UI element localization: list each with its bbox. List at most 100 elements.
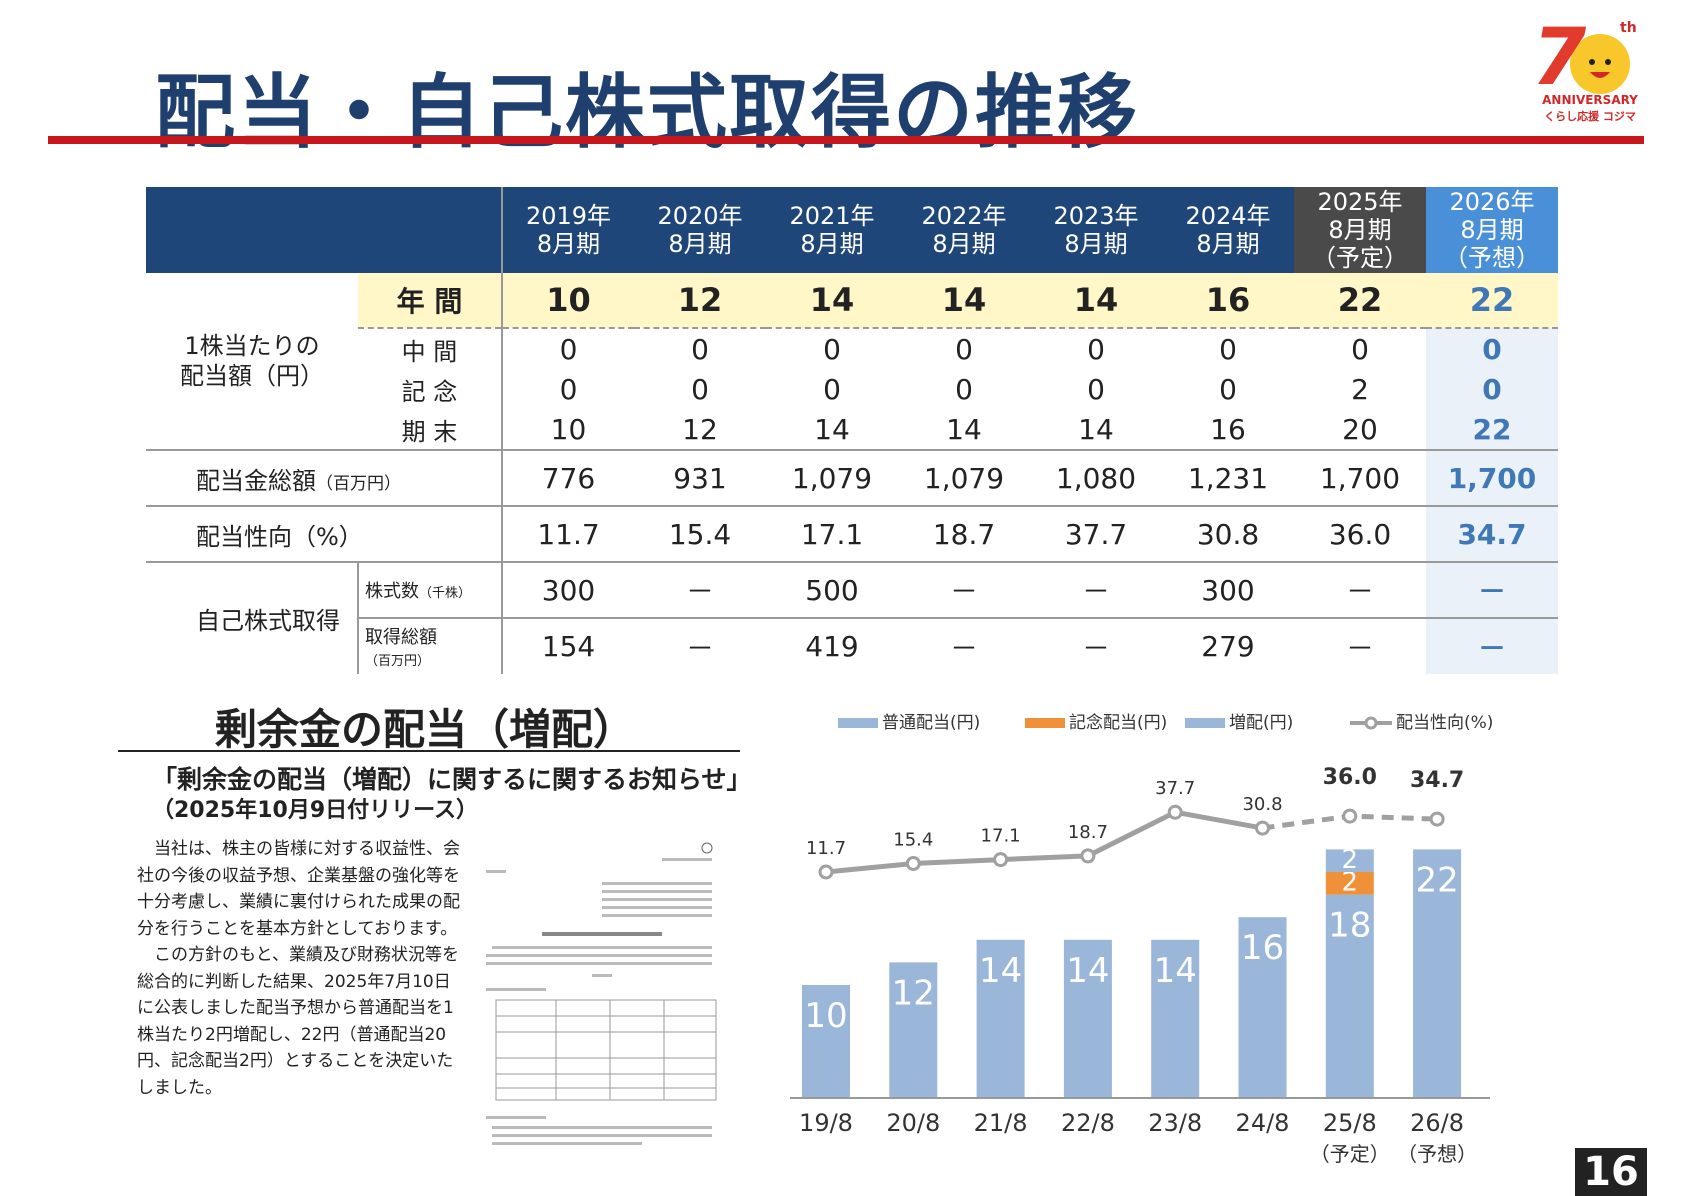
payout-point <box>993 852 1009 868</box>
interim-value: 0 <box>691 332 709 366</box>
interim-value: 0 <box>501 328 634 369</box>
interim-label: 中 間 <box>401 337 458 366</box>
body-paragraph: この方針のもと、業績及び財務状況等を総合的に判断した結果、2025年7月10日に… <box>137 945 459 1098</box>
payout-point <box>1429 811 1445 827</box>
bar-segment <box>1325 894 1374 1098</box>
payout-value: 34.7 <box>1426 506 1558 562</box>
dividend-table: 2019年 8月期 2020年 8月期 2021年 8月期 2022年 8月期 … <box>146 187 1558 674</box>
chart-legend: 普通配当(円) 記念配当(円) 増配(円) 配当性向(%) <box>838 712 1493 733</box>
shares-value: － <box>1345 575 1374 608</box>
per-share-label: 1株当たりの 配当額（円） <box>146 273 358 450</box>
total-value: 1,079 <box>791 461 873 495</box>
payout-point <box>1080 848 1096 864</box>
logo-seven: 7 <box>1532 14 1587 103</box>
shares-value: － <box>949 575 978 608</box>
legend-marker <box>1364 716 1378 730</box>
x-tick-label: 25/8 <box>1323 1109 1377 1137</box>
total-value: 1,700 <box>1319 461 1401 495</box>
bar-label: 14 <box>1066 951 1109 991</box>
interim-value: 0 <box>1426 328 1558 369</box>
year-header: 2022年 8月期 <box>898 187 1030 273</box>
payout-label: 17.1 <box>981 826 1021 847</box>
commemorative-value: 0 <box>1426 369 1558 409</box>
annual-value: 12 <box>634 273 766 329</box>
x-tick-label: 24/8 <box>1236 1109 1290 1137</box>
payout-label: 37.7 <box>1155 778 1195 799</box>
amount-value: 419 <box>805 630 859 663</box>
annual-value: 14 <box>766 273 898 329</box>
x-tick-label: 23/8 <box>1148 1109 1202 1137</box>
legend-label: 記念配当(円) <box>1069 712 1167 733</box>
payout-value: 17.1 <box>800 517 864 551</box>
payout-label: 18.7 <box>1068 822 1108 843</box>
bar-segment <box>1238 917 1287 1098</box>
sun-icon <box>1570 34 1630 94</box>
yearend-value: 14 <box>946 412 982 446</box>
payout-value: 11.7 <box>501 506 634 562</box>
commemorative-value: 0 <box>691 372 709 406</box>
bar-label: 10 <box>804 996 847 1036</box>
payout-label: 30.8 <box>1242 794 1282 815</box>
yearend-value: 22 <box>1426 409 1558 450</box>
yearend-value: 10 <box>501 409 634 450</box>
bar-segment <box>1063 939 1112 1098</box>
x-tick-label: 19/8 <box>799 1109 853 1137</box>
commemorative-value: 2 <box>1351 372 1369 406</box>
shares-value: － <box>685 575 714 608</box>
amount-value: － <box>1426 618 1558 674</box>
payout-row: 配当性向（%） 11.7 15.4 17.1 18.7 37.7 30.8 36… <box>146 506 1558 562</box>
x-tick-note: （予定） <box>1310 1142 1390 1166</box>
payout-label: 11.7 <box>806 838 846 859</box>
interim-value: 0 <box>1087 332 1105 366</box>
amount-row: 取得総額（百万円） 154 － 419 － － 279 － － <box>146 618 1558 674</box>
shares-value: － <box>1426 562 1558 618</box>
bar-segment <box>802 985 850 1098</box>
yearend-value: 14 <box>1078 412 1114 446</box>
header-row: 2019年 8月期 2020年 8月期 2021年 8月期 2022年 8月期 … <box>146 187 1558 273</box>
title-underline <box>48 136 1644 144</box>
bar-label: 12 <box>892 973 935 1013</box>
bar-segment <box>1413 849 1462 1098</box>
bar-segment <box>1151 939 1200 1098</box>
commemorative-value: 0 <box>501 369 634 409</box>
shares-value: － <box>1081 575 1110 608</box>
shares-label: 株式数（千株） <box>365 581 472 602</box>
body-text: 当社は、株主の皆様に対する収益性、会社の今後の収益予想、企業基盤の強化等を十分考… <box>137 836 467 1101</box>
page-number: 16 <box>1575 1148 1647 1196</box>
payout-value: 18.7 <box>932 517 996 551</box>
amount-value: － <box>949 631 978 665</box>
interim-value: 0 <box>1219 332 1237 366</box>
x-tick-note: （予想） <box>1397 1142 1477 1166</box>
payout-point <box>905 855 921 871</box>
payout-point <box>1167 804 1183 820</box>
bar-label: 22 <box>1415 860 1458 900</box>
annual-value: 22 <box>1426 273 1558 329</box>
annual-value: 14 <box>898 273 1030 329</box>
annual-value: 16 <box>1162 273 1294 329</box>
yearend-label: 期 末 <box>401 417 458 446</box>
bar-label: 2 <box>1342 868 1359 898</box>
interim-value: 0 <box>955 332 973 366</box>
header-corner <box>146 187 502 273</box>
annual-value: 10 <box>501 273 634 329</box>
yearend-value: 16 <box>1210 412 1246 446</box>
amount-value: 279 <box>1201 630 1255 663</box>
year-header: 2023年 8月期 <box>1030 187 1162 273</box>
buyback-label: 自己株式取得 <box>146 562 359 674</box>
amount-value: － <box>1345 631 1374 665</box>
x-tick-label: 22/8 <box>1061 1109 1115 1137</box>
notice-title: 「剰余金の配当（増配）に関するに関するお知らせ」 <box>152 765 752 794</box>
payout-label: 36.0 <box>1323 765 1377 790</box>
x-tick-label: 21/8 <box>974 1109 1028 1137</box>
payout-point <box>1255 820 1270 836</box>
logo-th: th <box>1620 20 1637 36</box>
yearend-value: 12 <box>682 412 718 446</box>
legend-label: 普通配当(円) <box>882 713 980 733</box>
x-tick-label: 26/8 <box>1410 1109 1464 1137</box>
payout-line: 11.7 15.4 17.1 18.7 37.7 30.8 36.0 34.7 <box>806 765 1464 880</box>
commemorative-row: 記 念 0 0 0 0 0 0 2 0 <box>146 369 1558 409</box>
annual-row: 1株当たりの 配当額（円） 年 間 10 12 14 14 14 16 22 2… <box>146 273 1558 450</box>
year-header: 2024年 8月期 <box>1162 187 1294 273</box>
year-header: 2020年 8月期 <box>634 187 766 273</box>
bar-label: 18 <box>1328 906 1371 946</box>
